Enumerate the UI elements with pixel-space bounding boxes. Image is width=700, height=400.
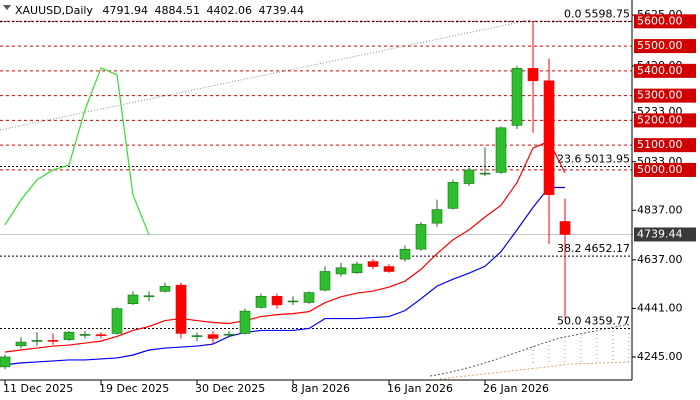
candle-body xyxy=(399,248,411,260)
price-tag xyxy=(634,227,696,242)
chart-title: XAUUSD,Daily 4791.94 4884.51 4402.06 473… xyxy=(15,4,304,17)
candles xyxy=(0,21,571,370)
x-tick-label: 26 Jan 2026 xyxy=(483,382,549,395)
fib-label: 0.0 5598.75 xyxy=(564,8,630,21)
candle-body xyxy=(271,295,283,306)
candle-body xyxy=(447,182,459,209)
candle-body xyxy=(223,333,235,336)
x-tick-label: 19 Dec 2025 xyxy=(99,382,169,395)
fib-price: 5013.95 xyxy=(585,152,631,165)
candle-body xyxy=(511,68,523,126)
candle-body xyxy=(143,295,155,298)
y-tick-label: 4637.00 xyxy=(637,253,683,266)
candle-body xyxy=(63,331,75,340)
level-tag-label: 5600.00 xyxy=(637,14,683,27)
ohlc-high: 4884.51 xyxy=(154,4,200,17)
ohlc-close: 4739.44 xyxy=(258,4,304,17)
indicators xyxy=(4,67,566,366)
candle-body xyxy=(495,127,507,173)
candle-body xyxy=(351,263,363,274)
candle-body xyxy=(559,221,571,235)
envelope-fill xyxy=(532,325,630,366)
level-tag xyxy=(634,113,696,128)
candle-body xyxy=(15,341,27,347)
fib-label: 50.0 4359.77 xyxy=(557,315,630,328)
candle-body xyxy=(287,300,299,303)
envelope-lower xyxy=(439,361,631,380)
fib-label: 38.2 4652.17 xyxy=(557,242,630,255)
fib-level: 23.6 xyxy=(557,152,582,165)
fib-price: 4359.77 xyxy=(585,315,631,328)
y-tick-label: 4245.00 xyxy=(637,350,683,363)
x-tick-label: 30 Dec 2025 xyxy=(195,382,265,395)
candle-body xyxy=(111,308,123,334)
indicator-line xyxy=(4,140,566,353)
ohlc-low: 4402.06 xyxy=(206,4,252,17)
level-tag xyxy=(634,39,696,54)
candle-body xyxy=(159,286,171,292)
level-tag xyxy=(634,88,696,103)
indicator-line xyxy=(4,67,150,236)
candle-body xyxy=(335,267,347,275)
fib-price: 5598.75 xyxy=(585,8,631,21)
indicator-line xyxy=(4,186,565,366)
symbol: XAUUSD,Daily xyxy=(15,4,93,17)
trendline xyxy=(0,19,531,131)
candle-body xyxy=(175,284,187,334)
fib-level: 38.2 xyxy=(557,242,582,255)
title-icon xyxy=(3,5,11,10)
candle-body xyxy=(239,310,251,334)
candle-body xyxy=(463,169,475,184)
level-tag-label: 5300.00 xyxy=(637,89,683,102)
candle-body xyxy=(303,292,315,303)
level-tag xyxy=(634,138,696,153)
candle-body xyxy=(367,261,379,267)
candle-body xyxy=(527,68,539,82)
fib-level: 0.0 xyxy=(564,8,582,21)
candle-body xyxy=(383,266,395,272)
level-tag xyxy=(634,14,696,29)
candle-body xyxy=(191,335,203,337)
candle-body xyxy=(431,209,443,224)
candle-body xyxy=(79,334,91,336)
fib-price: 4652.17 xyxy=(585,242,631,255)
x-tick-label: 11 Dec 2025 xyxy=(3,382,73,395)
x-tick-label: 16 Jan 2026 xyxy=(387,382,453,395)
level-tag xyxy=(634,63,696,78)
levels: 0.0 5598.75 23.6 5013.95 38.2 4652.17 50.0 4359… xyxy=(0,8,632,330)
candle-body xyxy=(543,80,555,196)
candle-body xyxy=(319,271,331,291)
level-tag xyxy=(634,162,696,177)
x-tick-label: 8 Jan 2026 xyxy=(291,382,350,395)
y-tick-label: 4441.00 xyxy=(637,301,683,314)
y-tick-label: 4837.00 xyxy=(637,203,683,216)
candle-body xyxy=(47,340,59,342)
candle-body xyxy=(479,172,491,175)
level-tag-label: 5000.00 xyxy=(637,163,683,176)
fib-label: 23.6 5013.95 xyxy=(557,152,630,165)
candle-body xyxy=(207,334,219,339)
candle-body xyxy=(127,294,139,305)
level-tag-label: 5500.00 xyxy=(637,39,683,52)
level-tag-label: 5200.00 xyxy=(637,113,683,126)
candle-body xyxy=(95,334,107,336)
fib-level: 50.0 xyxy=(557,315,582,328)
candle-body xyxy=(255,295,267,308)
envelope-upper xyxy=(429,323,631,377)
candle-body xyxy=(31,340,43,342)
level-tag-label: 5400.00 xyxy=(637,64,683,77)
ohlc-open: 4791.94 xyxy=(102,4,148,17)
level-tag-label: 5100.00 xyxy=(637,138,683,151)
candle-body xyxy=(0,356,11,368)
price-tag-label: 4739.44 xyxy=(637,227,683,240)
candle-body xyxy=(415,224,427,250)
